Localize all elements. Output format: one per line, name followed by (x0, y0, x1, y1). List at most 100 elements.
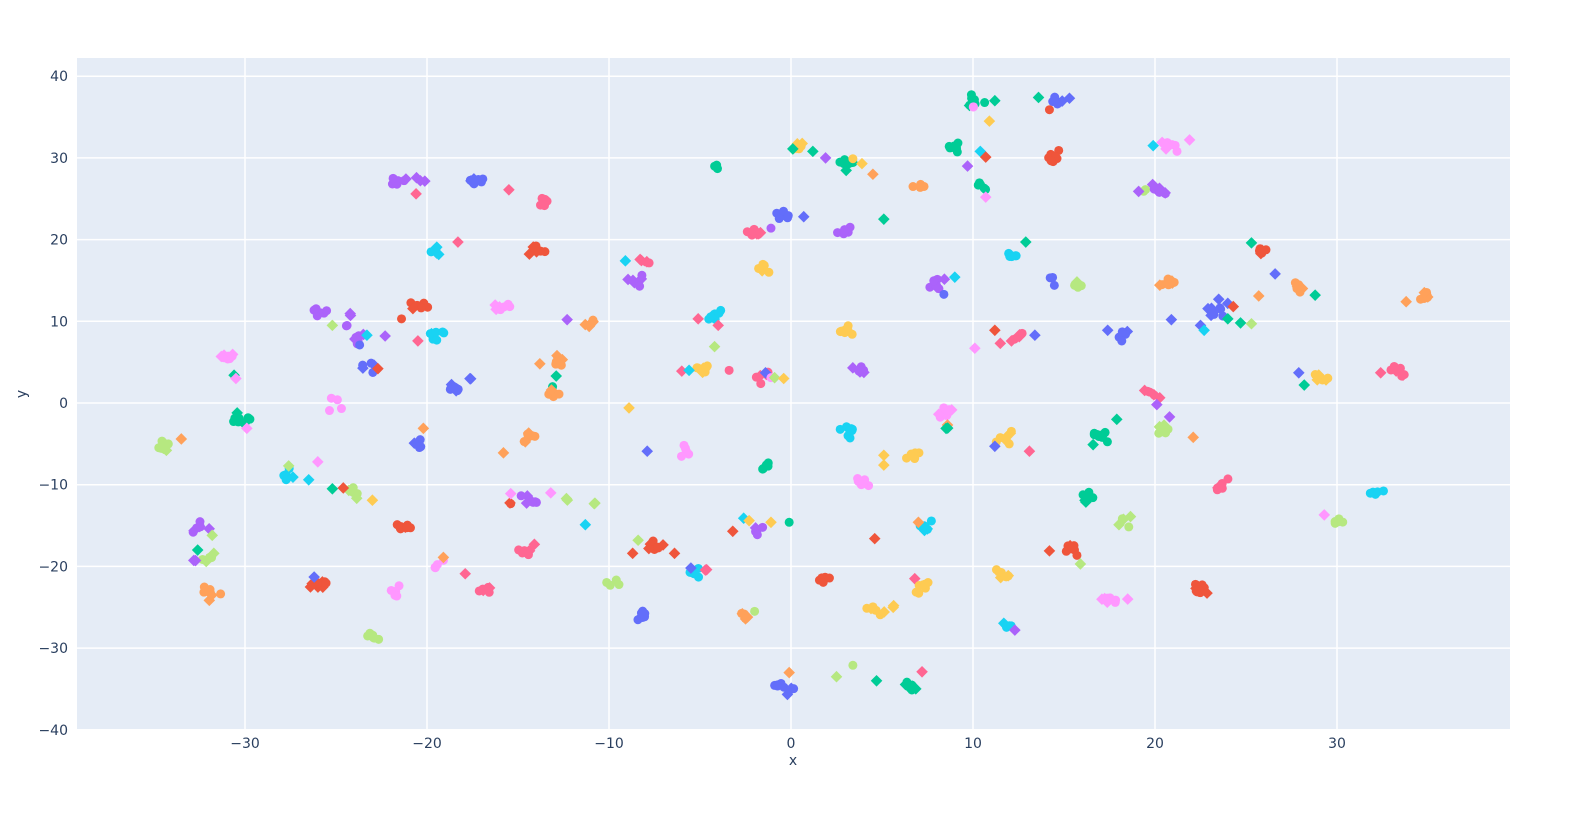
data-point-diamond[interactable] (856, 157, 868, 170)
cluster-points[interactable] (282, 460, 295, 472)
cluster-points[interactable] (878, 213, 890, 225)
cluster-points[interactable] (1416, 286, 1434, 304)
cluster-points[interactable] (961, 160, 974, 172)
data-point-diamond[interactable] (1198, 324, 1210, 337)
data-point-circle[interactable] (358, 360, 368, 370)
data-point-diamond[interactable] (940, 422, 952, 435)
data-point-diamond[interactable] (899, 678, 912, 691)
data-point-diamond[interactable] (1245, 237, 1258, 249)
cluster-points[interactable] (474, 582, 496, 597)
data-point-diamond[interactable] (579, 518, 592, 531)
data-point-circle[interactable] (714, 308, 724, 318)
data-point-diamond[interactable] (912, 516, 925, 529)
data-point-circle[interactable] (756, 379, 766, 389)
cluster-points[interactable] (387, 173, 412, 189)
cluster-points[interactable] (1110, 413, 1123, 426)
data-point-circle[interactable] (1330, 517, 1340, 527)
cluster-points[interactable] (848, 154, 858, 164)
data-point-diamond[interactable] (1292, 366, 1305, 379)
data-point-diamond[interactable] (550, 370, 563, 382)
data-point-diamond[interactable] (302, 473, 315, 486)
data-point-circle[interactable] (156, 443, 166, 453)
cluster-points[interactable] (324, 393, 346, 416)
data-point-circle[interactable] (366, 630, 376, 640)
data-point-circle[interactable] (1124, 522, 1134, 532)
cluster-points[interactable] (887, 599, 900, 614)
cluster-points[interactable] (641, 445, 654, 458)
data-point-diamond[interactable] (979, 151, 992, 163)
cluster-points[interactable] (634, 253, 654, 268)
cluster-points[interactable] (1234, 317, 1247, 329)
data-point-diamond[interactable] (528, 538, 541, 551)
cluster-points[interactable] (406, 298, 433, 315)
data-point-diamond[interactable] (1165, 313, 1178, 326)
data-point-circle[interactable] (336, 404, 346, 414)
data-point-circle[interactable] (602, 577, 612, 587)
data-point-circle[interactable] (374, 634, 384, 644)
cluster-points[interactable] (519, 427, 540, 448)
data-point-circle[interactable] (653, 542, 663, 552)
data-point-diamond[interactable] (930, 281, 943, 293)
cluster-points[interactable] (459, 567, 472, 580)
data-point-circle[interactable] (483, 582, 493, 592)
cluster-points[interactable] (536, 193, 552, 211)
data-point-diamond[interactable] (938, 273, 951, 286)
data-point-circle[interactable] (432, 335, 442, 345)
data-point-diamond[interactable] (1117, 513, 1130, 526)
cluster-points[interactable] (1318, 509, 1331, 521)
data-point-circle[interactable] (1098, 429, 1108, 439)
cluster-points[interactable] (989, 324, 1001, 337)
data-point-circle[interactable] (750, 606, 760, 616)
cluster-points[interactable] (750, 606, 760, 616)
data-point-circle[interactable] (1007, 252, 1017, 262)
data-point-circle[interactable] (758, 522, 768, 532)
cluster-points[interactable] (1087, 438, 1099, 451)
data-point-circle[interactable] (845, 433, 855, 443)
data-point-diamond[interactable] (175, 433, 188, 445)
cluster-points[interactable] (878, 459, 890, 471)
data-point-circle[interactable] (431, 327, 441, 337)
cluster-points[interactable] (862, 602, 890, 620)
data-point-diamond[interactable] (459, 567, 472, 580)
data-point-circle[interactable] (1167, 140, 1177, 150)
data-point-diamond[interactable] (1019, 236, 1032, 248)
cluster-points[interactable] (344, 307, 357, 322)
cluster-points[interactable] (337, 482, 350, 494)
cluster-points[interactable] (968, 102, 978, 112)
cluster-points[interactable] (410, 171, 431, 187)
data-point-diamond[interactable] (208, 547, 220, 560)
cluster-points[interactable] (1138, 384, 1166, 404)
cluster-points[interactable] (1044, 105, 1054, 115)
data-point-circle[interactable] (399, 176, 409, 186)
cluster-points[interactable] (749, 522, 768, 540)
data-point-diamond[interactable] (1132, 185, 1145, 198)
cluster-points[interactable] (683, 364, 695, 377)
data-point-diamond[interactable] (878, 213, 890, 225)
data-point-diamond[interactable] (626, 547, 639, 560)
data-point-diamond[interactable] (437, 551, 450, 564)
data-point-circle[interactable] (784, 517, 794, 527)
data-point-circle[interactable] (402, 523, 412, 533)
data-point-circle[interactable] (1217, 479, 1227, 489)
data-point-circle[interactable] (1163, 274, 1173, 284)
data-point-diamond[interactable] (700, 563, 713, 576)
data-point-diamond[interactable] (768, 371, 781, 384)
data-point-diamond[interactable] (916, 665, 928, 678)
cluster-points[interactable] (534, 357, 546, 370)
cluster-points[interactable] (867, 168, 879, 181)
cluster-points[interactable] (560, 492, 574, 506)
cluster-points[interactable] (1005, 328, 1027, 347)
cluster-points[interactable] (544, 487, 557, 499)
data-point-diamond[interactable] (1009, 624, 1021, 636)
cluster-points[interactable] (1227, 300, 1240, 313)
cluster-points[interactable] (969, 342, 981, 355)
cluster-points[interactable] (302, 473, 315, 486)
cluster-points[interactable] (685, 562, 697, 574)
data-point-circle[interactable] (1089, 430, 1099, 440)
data-point-circle[interactable] (423, 302, 433, 312)
data-point-diamond[interactable] (1121, 593, 1134, 605)
cluster-points[interactable] (736, 607, 754, 625)
data-point-diamond[interactable] (1234, 317, 1247, 329)
data-point-circle[interactable] (638, 606, 648, 616)
